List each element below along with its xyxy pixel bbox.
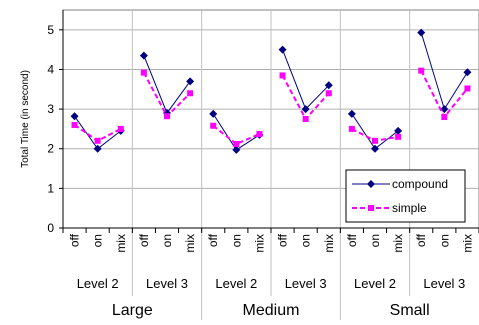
- simple-point: [418, 67, 425, 74]
- category-label: mix: [114, 234, 128, 253]
- compound-point: [394, 126, 403, 135]
- simple-point: [140, 69, 147, 76]
- category-label: mix: [460, 234, 474, 253]
- level-label: Level 3: [146, 276, 188, 291]
- category-label: off: [68, 233, 82, 247]
- level-label: Level 2: [77, 276, 119, 291]
- size-label: Medium: [243, 302, 300, 319]
- category-label: mix: [183, 234, 197, 253]
- legend-box: [345, 169, 466, 223]
- simple-point: [117, 125, 124, 132]
- compound-point: [209, 109, 218, 118]
- compound-point: [93, 144, 102, 153]
- category-label: on: [160, 234, 174, 247]
- category-label: off: [276, 233, 290, 247]
- simple-point: [256, 131, 263, 138]
- simple-point: [71, 121, 78, 128]
- compound-point: [417, 28, 426, 37]
- simple-point: [302, 116, 309, 122]
- category-label: on: [91, 234, 105, 247]
- simple-point: [395, 133, 402, 140]
- category-label: on: [368, 234, 382, 247]
- simple-point: [187, 90, 194, 97]
- level-label: Level 3: [423, 276, 465, 291]
- level-label: Level 2: [215, 276, 257, 291]
- level-label: Level 2: [354, 276, 396, 291]
- category-label: mix: [391, 234, 405, 253]
- legend-label: compound: [392, 177, 448, 191]
- y-tick-label: 2: [47, 142, 54, 156]
- simple-point: [441, 114, 448, 121]
- simple-point: [325, 90, 332, 97]
- simple-point: [94, 137, 101, 144]
- legend-marker: [368, 205, 374, 211]
- y-tick-label: 4: [47, 62, 54, 76]
- y-tick-label: 0: [47, 221, 54, 235]
- simple-point: [233, 140, 240, 147]
- level-label: Level 3: [285, 276, 327, 291]
- y-tick-label: 3: [47, 102, 54, 116]
- simple-point: [279, 72, 286, 79]
- simple-point: [164, 113, 170, 120]
- compound-point: [278, 45, 287, 54]
- compound-point: [371, 144, 379, 153]
- simple-point: [348, 125, 355, 132]
- category-label: mix: [322, 234, 336, 253]
- simple-point: [464, 85, 471, 92]
- legend-marker: [367, 180, 375, 188]
- compound-point: [232, 145, 241, 154]
- compound-point: [70, 112, 79, 121]
- category-label: on: [229, 234, 243, 247]
- compound-point: [463, 68, 472, 77]
- legend-label: simple: [392, 201, 427, 215]
- compound-point: [186, 77, 195, 86]
- size-label: Large: [112, 302, 153, 319]
- compound-point: [324, 81, 333, 90]
- simple-series-line: [212, 124, 260, 146]
- category-label: off: [137, 233, 151, 247]
- category-label: off: [345, 233, 359, 247]
- compound-point: [440, 105, 449, 114]
- compound-point: [347, 109, 356, 118]
- compound-point: [139, 51, 148, 60]
- category-label: on: [437, 234, 451, 247]
- category-label: mix: [252, 234, 266, 253]
- simple-point: [372, 137, 378, 144]
- y-axis-title: Total Time (in second): [20, 70, 31, 168]
- y-tick-label: 1: [47, 181, 54, 195]
- y-tick-label: 5: [47, 23, 54, 37]
- simple-point: [210, 122, 217, 129]
- category-label: off: [206, 233, 220, 247]
- category-label: off: [414, 233, 428, 247]
- category-label: on: [299, 234, 313, 247]
- compound-point: [301, 105, 310, 114]
- size-label: Small: [390, 302, 430, 319]
